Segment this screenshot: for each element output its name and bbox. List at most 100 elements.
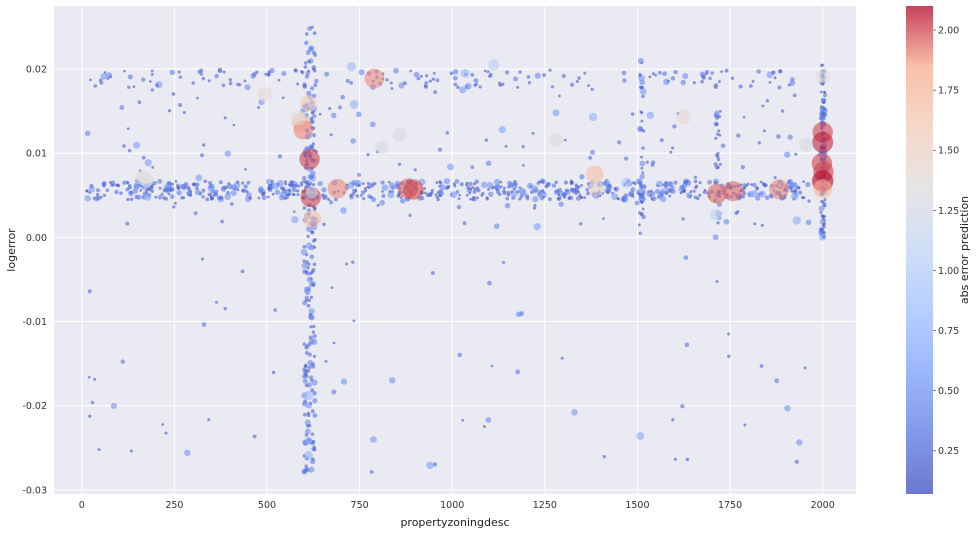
data-point: [328, 106, 332, 111]
data-point: [284, 195, 289, 200]
data-point: [654, 73, 658, 77]
data-point: [631, 181, 635, 185]
data-point: [751, 79, 755, 83]
data-point: [457, 197, 461, 201]
data-point: [423, 187, 427, 190]
data-point: [176, 190, 182, 196]
data-point: [167, 109, 172, 113]
data-point: [432, 71, 436, 75]
data-point: [459, 86, 466, 94]
data-point: [100, 73, 108, 80]
data-point: [778, 69, 782, 73]
data-point: [789, 80, 796, 86]
data-point: [109, 75, 113, 79]
data-point: [671, 146, 675, 150]
data-point: [379, 199, 386, 206]
data-point: [284, 180, 287, 184]
data-point: [312, 413, 318, 418]
data-point: [322, 222, 326, 227]
data-point: [419, 74, 423, 78]
data-point: [502, 186, 506, 190]
y-tick-label: -0.02: [22, 401, 47, 412]
data-point: [724, 68, 729, 73]
data-point: [248, 196, 253, 200]
y-tick-label: -0.01: [22, 317, 47, 328]
data-point: [746, 182, 750, 186]
data-point: [575, 79, 579, 84]
data-point: [327, 178, 348, 199]
data-point: [794, 152, 798, 156]
data-point: [416, 76, 421, 81]
data-point: [332, 341, 336, 345]
data-point: [227, 182, 231, 186]
data-point: [201, 143, 206, 147]
data-point: [230, 202, 234, 206]
data-point: [638, 85, 643, 89]
data-point: [312, 354, 317, 358]
data-point: [819, 210, 823, 214]
data-point: [765, 99, 770, 103]
data-point: [203, 179, 208, 184]
data-point: [623, 156, 629, 161]
data-point: [805, 219, 812, 226]
data-point: [304, 437, 313, 445]
data-point: [312, 391, 317, 396]
data-point: [264, 72, 268, 76]
data-point: [800, 195, 805, 200]
data-point: [513, 76, 519, 82]
data-point: [450, 191, 457, 199]
data-point: [588, 112, 598, 122]
data-point: [192, 182, 197, 186]
data-point: [820, 63, 825, 67]
data-point: [389, 81, 393, 85]
data-point: [823, 198, 827, 202]
data-point: [304, 270, 308, 274]
data-point: [258, 186, 264, 192]
data-point: [575, 195, 581, 201]
scatter-points: [84, 25, 834, 475]
data-point: [682, 73, 689, 80]
data-point: [821, 223, 825, 227]
data-point: [369, 470, 374, 474]
data-point: [252, 72, 257, 77]
data-point: [682, 179, 688, 184]
data-point: [557, 193, 561, 197]
data-point: [799, 137, 813, 152]
data-point: [637, 211, 642, 215]
data-point: [243, 184, 248, 189]
data-point: [297, 184, 301, 188]
data-point: [641, 94, 645, 99]
data-point: [789, 182, 796, 189]
data-point: [505, 197, 509, 201]
data-point: [438, 147, 442, 152]
data-point: [271, 182, 280, 190]
data-point: [224, 150, 231, 157]
data-point: [700, 73, 706, 79]
data-point: [700, 79, 704, 84]
data-point: [312, 113, 317, 119]
data-point: [120, 359, 125, 364]
data-point: [518, 70, 522, 74]
data-point: [792, 93, 797, 98]
data-point: [650, 191, 656, 197]
data-point: [689, 190, 693, 193]
data-point: [125, 187, 130, 192]
data-point: [704, 69, 710, 74]
data-point: [169, 69, 175, 76]
data-point: [235, 180, 240, 184]
data-point: [470, 165, 475, 169]
data-point: [230, 184, 237, 190]
x-axis-label: propertyzoningdesc: [400, 516, 509, 529]
data-point: [533, 188, 539, 194]
data-point: [246, 180, 251, 185]
data-point: [707, 183, 728, 204]
data-point: [360, 190, 366, 195]
data-point: [388, 182, 395, 189]
data-point: [143, 193, 152, 201]
data-point: [301, 468, 308, 475]
data-point: [548, 197, 552, 202]
data-point: [302, 84, 308, 89]
data-point: [330, 112, 337, 119]
data-point: [740, 165, 745, 170]
